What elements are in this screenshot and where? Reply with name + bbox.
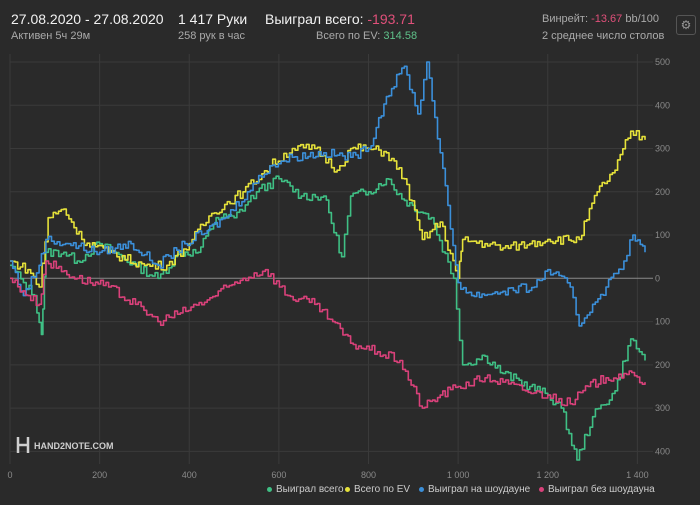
date-range: 27.08.2020 - 27.08.2020 bbox=[11, 11, 164, 27]
y-tick-label: 300 bbox=[655, 403, 670, 413]
x-tick-label: 600 bbox=[271, 470, 286, 480]
y-tick-label: 200 bbox=[655, 187, 670, 197]
winrate-unit: bb/100 bbox=[625, 13, 660, 25]
y-tick-label: 0 bbox=[655, 273, 660, 283]
y-tick-label: 400 bbox=[655, 100, 670, 110]
watermark-text: HAND2NOTE.COM bbox=[34, 441, 114, 451]
gear-icon[interactable]: ⚙ bbox=[676, 15, 696, 35]
legend-label: Выиграл на шоудауне bbox=[428, 484, 531, 495]
series-line bbox=[10, 61, 646, 327]
winrate: Винрейт: -13.67 bb/100 bbox=[542, 13, 659, 25]
winrate-value: -13.67 bbox=[591, 13, 623, 25]
y-tick-label: 500 bbox=[655, 57, 670, 67]
x-tick-label: 400 bbox=[182, 470, 197, 480]
legend-dot bbox=[267, 486, 272, 492]
legend-label: Выиграл без шоудауна bbox=[548, 484, 655, 495]
legend-item[interactable]: Выиграл на шоудауне bbox=[419, 484, 530, 495]
chart: 0 200 400 600 800 1 000 1 200 1 400 500 400 300 200… bbox=[7, 54, 670, 480]
winrate-label: Винрейт: bbox=[542, 13, 589, 25]
header: 27.08.2020 - 27.08.2020 Активен 5ч 29м 1… bbox=[0, 0, 700, 48]
x-tick-label: 1 200 bbox=[536, 470, 559, 480]
legend-label: Всего по EV bbox=[354, 484, 411, 495]
hand2note-logo: HAND2NOTE.COM bbox=[16, 437, 114, 453]
legend-item[interactable]: Выиграл всего bbox=[267, 484, 344, 495]
won-total-value: -193.71 bbox=[367, 11, 415, 27]
ev-total-value: 314.58 bbox=[383, 30, 418, 42]
legend-dot bbox=[539, 486, 544, 492]
avg-tables: 2 среднее число столов bbox=[542, 30, 665, 42]
y-tick-label: 200 bbox=[655, 360, 670, 370]
series-line bbox=[10, 130, 646, 288]
legend-dot bbox=[419, 486, 424, 492]
series-line bbox=[10, 260, 646, 409]
x-tick-label: 1 000 bbox=[447, 470, 470, 480]
won-total: Выиграл всего: -193.71 bbox=[265, 11, 415, 27]
active-time: Активен 5ч 29м bbox=[11, 30, 91, 42]
y-tick-label: 100 bbox=[655, 317, 670, 327]
y-tick-label: 400 bbox=[655, 446, 670, 456]
ev-total-label: Всего по EV: bbox=[316, 30, 381, 42]
legend-item[interactable]: Выиграл без шоудауна bbox=[539, 484, 655, 495]
legend-item[interactable]: Всего по EV bbox=[345, 484, 410, 495]
y-tick-label: 100 bbox=[655, 230, 670, 240]
ev-total: Всего по EV: 314.58 bbox=[316, 30, 417, 42]
legend-dot bbox=[345, 486, 350, 492]
x-tick-label: 200 bbox=[92, 470, 107, 480]
hands-per-hour: 258 рук в час bbox=[178, 30, 246, 42]
y-tick-label: 300 bbox=[655, 144, 670, 154]
hands-count: 1 417 Руки bbox=[178, 11, 248, 27]
x-tick-label: 0 bbox=[7, 470, 12, 480]
won-total-label: Выиграл всего: bbox=[265, 11, 364, 27]
x-tick-label: 800 bbox=[361, 470, 376, 480]
legend-label: Выиграл всего bbox=[276, 484, 344, 495]
x-tick-label: 1 400 bbox=[626, 470, 649, 480]
